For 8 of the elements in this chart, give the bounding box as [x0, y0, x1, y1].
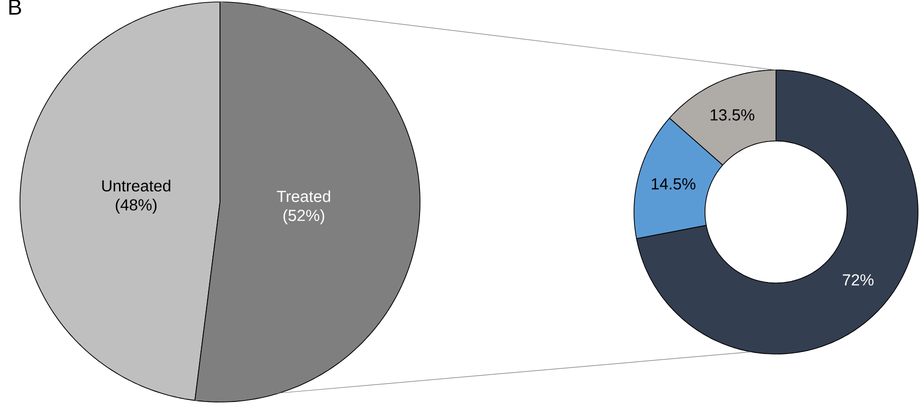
data-label: 72% [842, 274, 874, 286]
data-label: 13.5% [710, 109, 754, 121]
data-label: (48%) [116, 198, 156, 214]
slice-label: Untreated [102, 180, 170, 192]
slice-label: Treated [276, 190, 330, 202]
chart-title: B [9, 0, 22, 15]
data-label: 14.5% [652, 178, 696, 190]
data-label: (52%) [283, 209, 324, 224]
